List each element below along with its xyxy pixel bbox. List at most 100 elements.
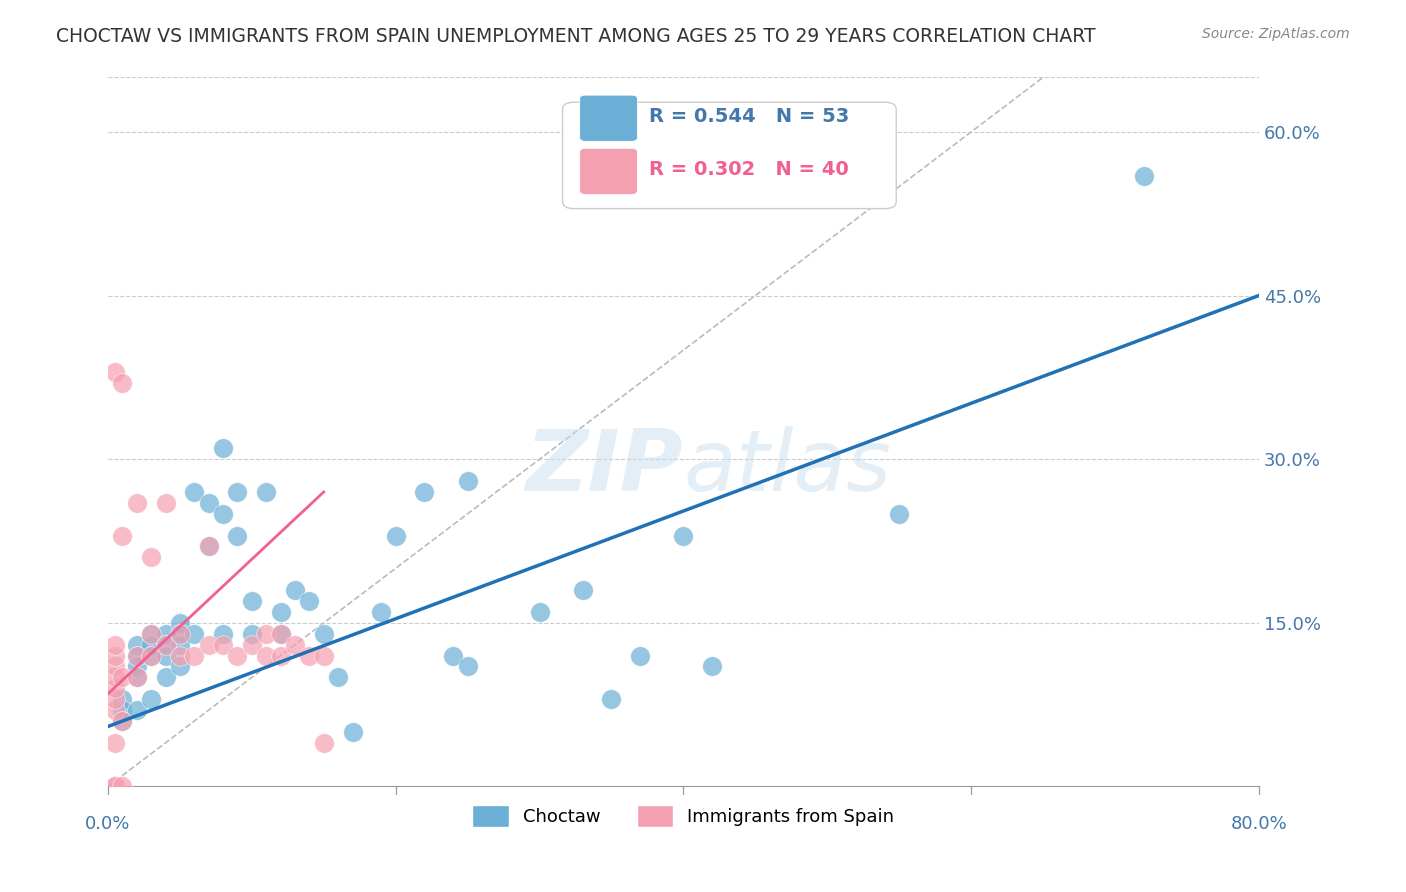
- Point: [125, 659, 148, 673]
- FancyBboxPatch shape: [579, 95, 637, 141]
- Point: [197, 540, 219, 554]
- Point: [284, 638, 307, 652]
- Point: [125, 638, 148, 652]
- Point: [197, 638, 219, 652]
- Point: [155, 670, 177, 684]
- Point: [312, 648, 335, 663]
- FancyBboxPatch shape: [579, 148, 637, 194]
- Point: [197, 496, 219, 510]
- Point: [111, 528, 134, 542]
- Point: [240, 638, 263, 652]
- Point: [298, 594, 321, 608]
- Point: [600, 692, 623, 706]
- Point: [111, 714, 134, 728]
- Point: [125, 648, 148, 663]
- Point: [139, 648, 162, 663]
- Point: [326, 670, 349, 684]
- Point: [212, 638, 235, 652]
- Point: [212, 507, 235, 521]
- Point: [298, 648, 321, 663]
- Point: [104, 703, 127, 717]
- Point: [155, 648, 177, 663]
- Point: [457, 659, 479, 673]
- Point: [270, 648, 292, 663]
- Point: [125, 670, 148, 684]
- Point: [125, 703, 148, 717]
- Point: [529, 605, 551, 619]
- Point: [254, 626, 277, 640]
- Point: [155, 626, 177, 640]
- Text: 80.0%: 80.0%: [1230, 815, 1286, 833]
- Point: [125, 648, 148, 663]
- Point: [104, 648, 127, 663]
- Point: [413, 485, 436, 500]
- Point: [254, 485, 277, 500]
- Point: [104, 659, 127, 673]
- Point: [240, 594, 263, 608]
- Point: [125, 496, 148, 510]
- Point: [104, 670, 127, 684]
- Point: [169, 626, 191, 640]
- Point: [104, 780, 127, 794]
- Point: [270, 626, 292, 640]
- Point: [226, 648, 249, 663]
- Point: [111, 703, 134, 717]
- Point: [104, 780, 127, 794]
- Point: [240, 626, 263, 640]
- Point: [139, 626, 162, 640]
- Text: R = 0.544   N = 53: R = 0.544 N = 53: [648, 107, 849, 126]
- Point: [441, 648, 464, 663]
- Point: [672, 528, 695, 542]
- Point: [212, 442, 235, 456]
- Point: [104, 736, 127, 750]
- Point: [139, 550, 162, 565]
- Point: [284, 583, 307, 598]
- Point: [628, 648, 651, 663]
- Point: [370, 605, 392, 619]
- Point: [887, 507, 910, 521]
- Point: [104, 681, 127, 696]
- Point: [111, 692, 134, 706]
- Text: R = 0.302   N = 40: R = 0.302 N = 40: [648, 161, 849, 179]
- Point: [197, 540, 219, 554]
- Point: [125, 670, 148, 684]
- Point: [169, 615, 191, 630]
- Point: [183, 648, 205, 663]
- Point: [254, 648, 277, 663]
- Point: [226, 485, 249, 500]
- Point: [155, 496, 177, 510]
- Point: [212, 626, 235, 640]
- Point: [111, 780, 134, 794]
- Point: [155, 638, 177, 652]
- Point: [312, 626, 335, 640]
- Point: [169, 648, 191, 663]
- Point: [155, 638, 177, 652]
- Text: 0.0%: 0.0%: [86, 815, 131, 833]
- Legend: Choctaw, Immigrants from Spain: Choctaw, Immigrants from Spain: [465, 797, 901, 834]
- Point: [457, 474, 479, 488]
- Point: [169, 626, 191, 640]
- Point: [384, 528, 406, 542]
- Point: [169, 659, 191, 673]
- Text: atlas: atlas: [683, 425, 891, 509]
- Point: [104, 365, 127, 379]
- Point: [104, 638, 127, 652]
- Point: [104, 692, 127, 706]
- Point: [312, 736, 335, 750]
- Point: [111, 714, 134, 728]
- Text: CHOCTAW VS IMMIGRANTS FROM SPAIN UNEMPLOYMENT AMONG AGES 25 TO 29 YEARS CORRELAT: CHOCTAW VS IMMIGRANTS FROM SPAIN UNEMPLO…: [56, 27, 1095, 45]
- Point: [571, 583, 593, 598]
- Point: [169, 638, 191, 652]
- Point: [270, 605, 292, 619]
- Point: [139, 692, 162, 706]
- Text: ZIP: ZIP: [526, 425, 683, 509]
- Point: [226, 528, 249, 542]
- Point: [139, 638, 162, 652]
- Point: [139, 648, 162, 663]
- Point: [342, 725, 364, 739]
- Point: [111, 376, 134, 390]
- FancyBboxPatch shape: [562, 103, 896, 209]
- Point: [183, 626, 205, 640]
- Point: [111, 670, 134, 684]
- Point: [700, 659, 723, 673]
